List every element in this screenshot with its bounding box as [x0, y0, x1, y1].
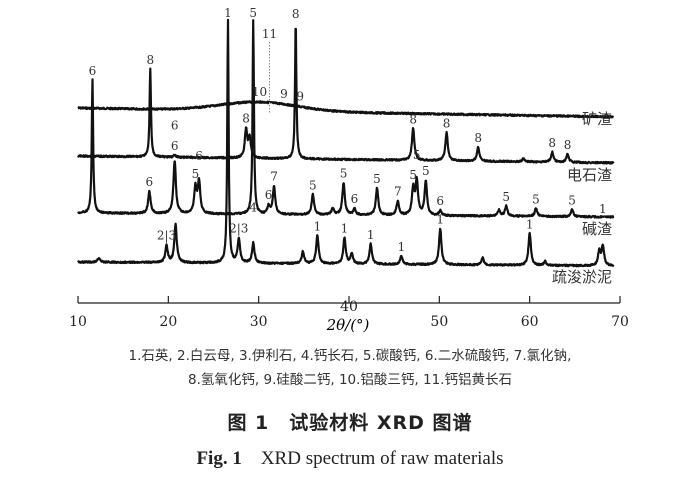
- peak-label: 8: [443, 117, 451, 131]
- peak-label: 5: [413, 148, 421, 162]
- peak-label: 6: [89, 64, 97, 78]
- caption-chinese: 图 1 试验材料 XRD 图谱: [227, 412, 473, 434]
- peak-label: 5: [422, 164, 430, 178]
- x-tick-label: 70: [611, 314, 629, 330]
- peak-label: 9: [296, 90, 304, 104]
- x-axis-label: 2θ/(°): [326, 316, 370, 334]
- peak-label: 5: [568, 194, 576, 208]
- peak-label: 1: [367, 228, 375, 242]
- caption-figure-number: Fig. 1: [196, 448, 242, 469]
- peak-label: 5: [249, 6, 257, 20]
- peak-label: 8: [146, 53, 154, 67]
- caption-english-text: XRD spectrum of raw materials: [260, 448, 504, 469]
- peak-label: 8: [548, 136, 556, 150]
- peak-label: 6: [265, 188, 273, 202]
- peak-label: 1: [436, 213, 444, 227]
- peak-label: 10: [252, 85, 267, 99]
- trace-3: [77, 19, 615, 219]
- trace-4: [77, 18, 615, 268]
- peak-label: 5: [502, 190, 510, 204]
- peak-label: 7: [394, 185, 402, 199]
- peak-label: 6: [171, 118, 179, 132]
- peak-label: 5: [409, 168, 417, 182]
- trace-label: 碱渣: [582, 220, 612, 238]
- peak-label: 5: [192, 167, 200, 181]
- trace-2: [77, 27, 615, 165]
- x-tick-label: 30: [250, 314, 268, 330]
- peak-label: 6: [171, 139, 179, 153]
- caption-english: Fig. 1 XRD spectrum of raw materials: [0, 448, 700, 470]
- legend-line-2: 8.氢氧化钙, 9.硅酸二钙, 10.铝酸三钙, 11.钙铝黄长石: [188, 372, 512, 388]
- peak-label: 1: [398, 240, 406, 254]
- peak-label: 1: [599, 202, 607, 216]
- x-axis: 10 20 30 40 50 60 70: [69, 296, 629, 330]
- legend-line-1: 1.石英, 2.白云母, 3.伊利石, 4.钙长石, 5.碳酸钙, 6.二水硫酸…: [128, 348, 572, 364]
- trace-label: 疏浚淤泥: [552, 268, 612, 286]
- peak-label: 5: [340, 167, 348, 181]
- x-tick-label: 20: [159, 314, 177, 330]
- x-tick-label: 10: [69, 314, 87, 330]
- peak-label: 6: [146, 175, 154, 189]
- peak-label: 1: [341, 221, 349, 235]
- peak-label: 8: [474, 131, 482, 145]
- peak-label: 1: [314, 219, 322, 233]
- x-tick-label: 40: [340, 299, 358, 315]
- peak-label: 6: [351, 192, 359, 206]
- peak-label: 2|3: [157, 229, 176, 243]
- x-tick-label: 60: [521, 314, 539, 330]
- peak-label: 2|3: [229, 222, 248, 236]
- traces: [77, 18, 615, 268]
- peak-label: 1: [224, 6, 232, 20]
- peak-label: 6: [436, 194, 444, 208]
- trace-label: 电石渣: [567, 166, 612, 184]
- peak-label: 1: [526, 217, 534, 231]
- peak-label: 8: [564, 138, 572, 152]
- trace-1: [77, 100, 615, 119]
- x-tick-label: 50: [430, 314, 448, 330]
- reference-line-label: 11: [262, 27, 277, 41]
- peak-label: 4: [249, 201, 257, 215]
- peak-label: 6: [195, 149, 203, 163]
- trace-label: 矿渣: [582, 110, 612, 128]
- peak-label: 8: [292, 7, 300, 21]
- peak-label: 5: [309, 178, 317, 192]
- peak-label: 8: [409, 112, 417, 126]
- peak-label: 7: [270, 170, 278, 184]
- peak-label: 5: [373, 172, 381, 186]
- peak-label: 9: [280, 87, 288, 101]
- peak-label: 5: [532, 192, 540, 206]
- peak-label: 8: [242, 111, 250, 125]
